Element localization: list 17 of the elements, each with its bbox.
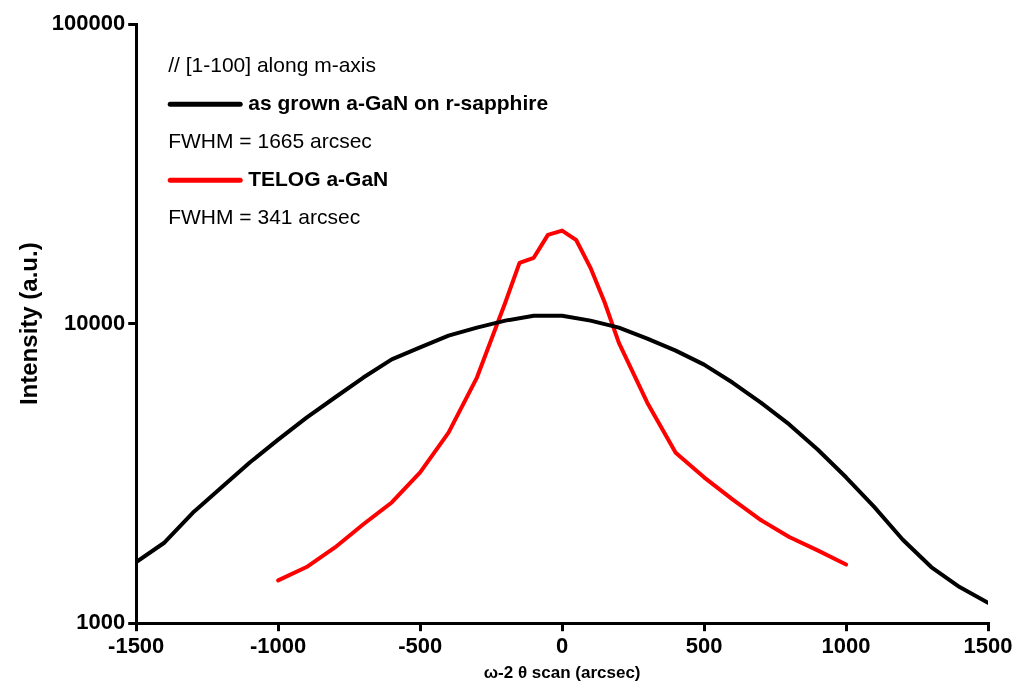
annotation: FWHM = 1665 arcsec	[168, 129, 372, 152]
x-tick-label: -500	[398, 633, 443, 659]
x-tick-label: 0	[555, 633, 569, 659]
x-tick-label: 1500	[963, 633, 1013, 659]
y-axis-title: Intensity (a.u.)	[15, 242, 43, 406]
y-tick-label: 1000	[76, 609, 126, 635]
annotation: // [1-100] along m-axis	[168, 53, 376, 76]
y-tick-label: 100000	[51, 10, 126, 36]
x-tick-label: 1000	[821, 633, 871, 659]
x-tick-label: -1000	[250, 633, 307, 659]
x-axis-title: ω-2 θ scan (arcsec)	[483, 663, 641, 683]
x-tick-label: 500	[685, 633, 723, 659]
x-tick-label: -1500	[108, 633, 165, 659]
legend-label: as grown a-GaN on r-sapphire	[248, 91, 549, 114]
y-tick-label: 10000	[64, 309, 126, 335]
annotation: FWHM = 341 arcsec	[168, 205, 361, 228]
legend-label: TELOG a-GaN	[248, 167, 389, 190]
